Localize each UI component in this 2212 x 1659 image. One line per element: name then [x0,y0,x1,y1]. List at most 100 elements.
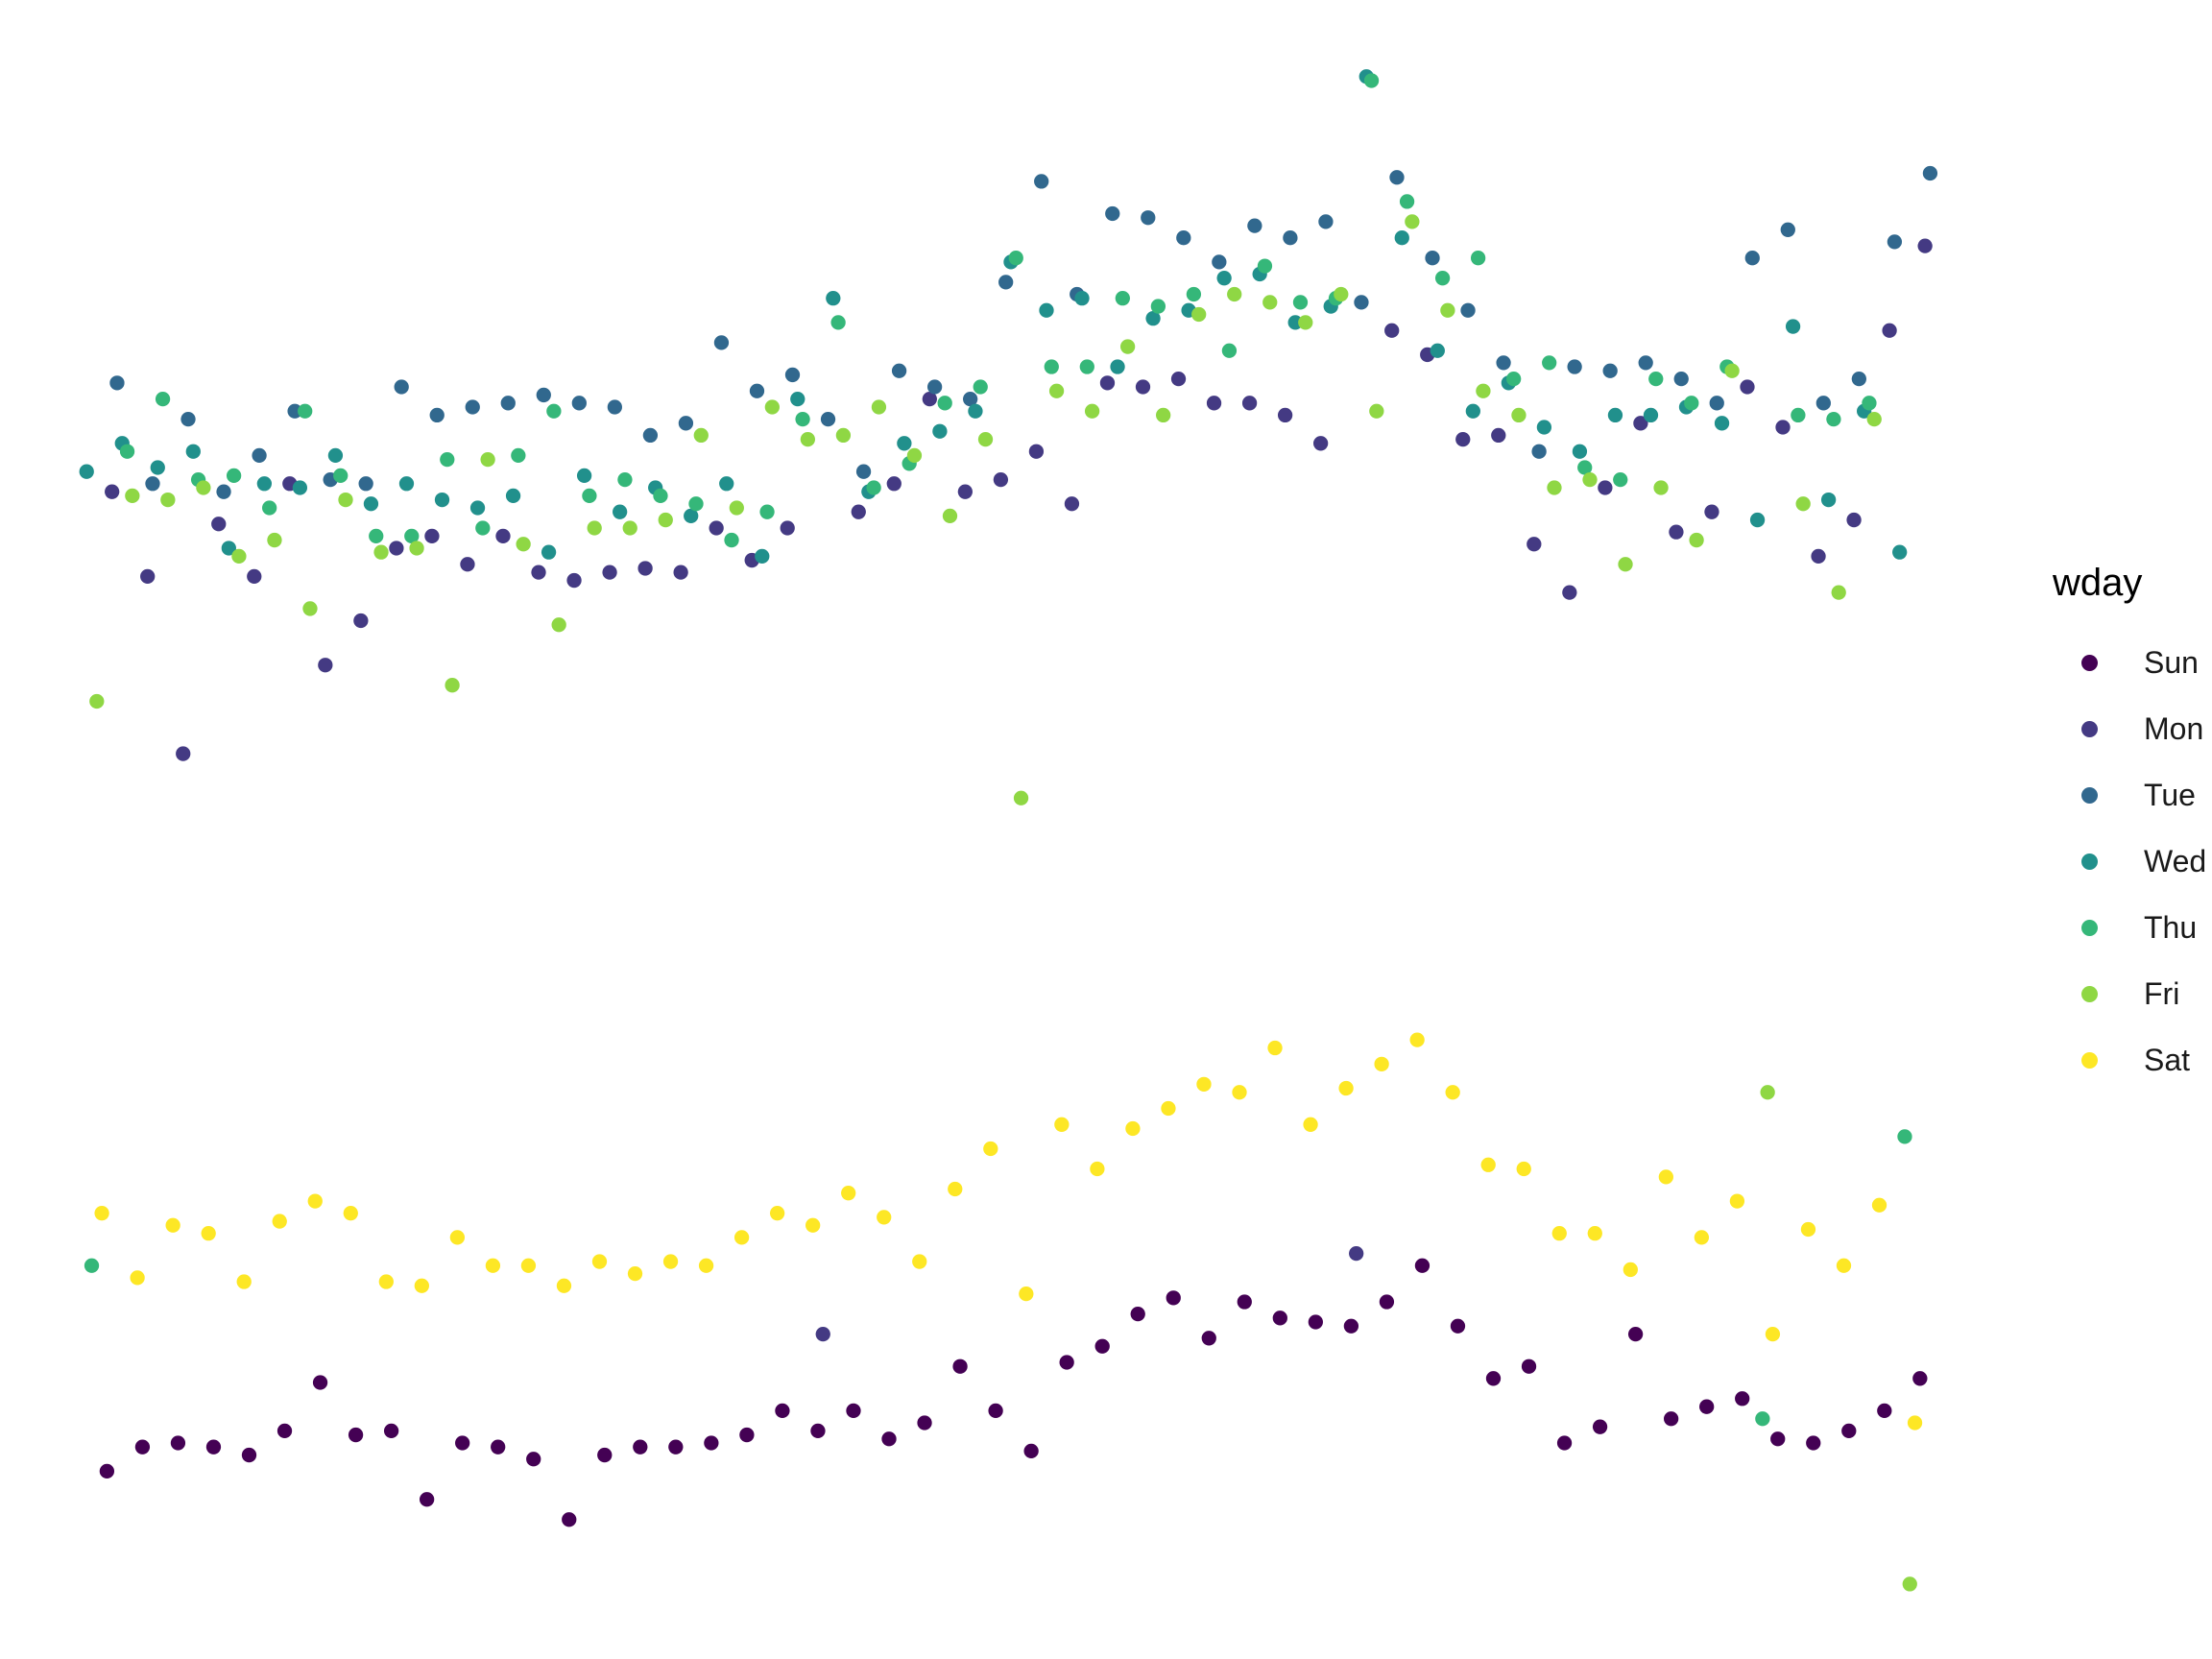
point-fri [196,480,211,495]
point-mon [780,520,795,536]
point-thu [1079,359,1094,374]
legend-label: Fri [2144,976,2180,1011]
point-sat [1516,1161,1531,1177]
point-sun [775,1403,790,1419]
point-sat [1267,1040,1283,1056]
point-thu [1862,396,1877,411]
point-mon [105,484,120,499]
point-sat [1303,1117,1318,1132]
point-sat [236,1274,252,1289]
legend-key-icon [2081,655,2098,671]
point-tue [1318,214,1334,229]
point-sun [1379,1294,1395,1310]
point-sun [1343,1318,1359,1334]
point-tue [1460,302,1476,318]
point-tue [252,447,267,464]
point-sat [1836,1258,1852,1273]
point-tue [109,375,125,391]
point-tue [678,416,694,431]
point-mon [211,517,227,532]
point-thu [1613,471,1628,488]
point-wed [897,436,912,451]
point-thu [759,504,775,519]
point-thu [475,520,491,536]
point-tue [1922,165,1938,181]
point-wed [1643,407,1659,423]
point-wed [292,480,308,495]
point-mon [709,520,724,536]
point-mon [1313,436,1329,451]
point-fri [302,601,318,616]
point-thu [369,528,384,544]
point-fri [1334,286,1349,302]
point-mon [389,541,404,556]
point-thu [617,471,633,488]
point-mon [1135,379,1151,395]
point-fri [160,492,176,508]
point-wed [256,476,273,492]
point-sat [733,1230,750,1245]
point-sun [383,1423,399,1439]
point-thu [795,411,810,427]
point-thu [262,500,277,516]
point-wed [434,492,450,508]
point-mon [566,572,582,589]
point-fri [977,431,994,447]
point-fri [1048,383,1065,398]
point-sun [99,1463,115,1479]
point-sun [1450,1318,1466,1334]
point-wed [363,496,379,512]
point-sun [491,1439,506,1455]
point-sun [1237,1294,1252,1310]
point-tue [1531,444,1547,459]
legend-key-icon [2081,920,2098,936]
point-sun [205,1439,222,1455]
point-sun [1023,1443,1039,1459]
point-wed [1074,291,1090,306]
point-tue [855,464,872,479]
point-wed [613,504,628,519]
legend-item-mon: Mon [2053,696,2206,762]
point-mon [1349,1246,1364,1262]
point-tue [926,379,943,395]
point-sat [948,1181,963,1197]
legend-label: Wed [2144,844,2207,878]
point-mon [1633,416,1648,431]
point-sun [1272,1310,1287,1326]
point-sat [343,1206,358,1221]
point-sun [881,1431,897,1447]
point-sun [419,1492,435,1507]
point-sun [1130,1306,1145,1322]
point-tue [1744,251,1760,266]
point-wed [755,548,770,564]
point-fri [1547,480,1562,495]
point-thu [1791,407,1806,423]
point-tue [1887,234,1903,250]
point-wed [1465,403,1480,419]
point-sat [449,1230,466,1245]
point-tue [1034,174,1049,189]
point-sun [739,1427,755,1443]
point-tue [1425,251,1440,266]
point-sun [810,1423,826,1439]
point-sat [1658,1169,1673,1185]
point-mon [1704,504,1719,519]
point-mon [1241,396,1258,411]
point-tue [891,363,907,378]
point-sat [1196,1076,1212,1092]
point-fri [1440,302,1455,318]
point-mon [424,528,440,544]
point-thu [298,403,313,419]
point-sat [1729,1193,1745,1209]
point-sun [241,1447,257,1463]
point-sat [485,1258,501,1273]
point-fri [480,451,495,468]
point-wed [1145,311,1161,326]
point-sun [1308,1314,1323,1330]
legend-item-thu: Thu [2053,895,2206,961]
point-sat [1587,1226,1602,1241]
point-fri [125,488,140,504]
legend-item-wed: Wed [2053,829,2206,895]
point-wed [1536,420,1552,435]
